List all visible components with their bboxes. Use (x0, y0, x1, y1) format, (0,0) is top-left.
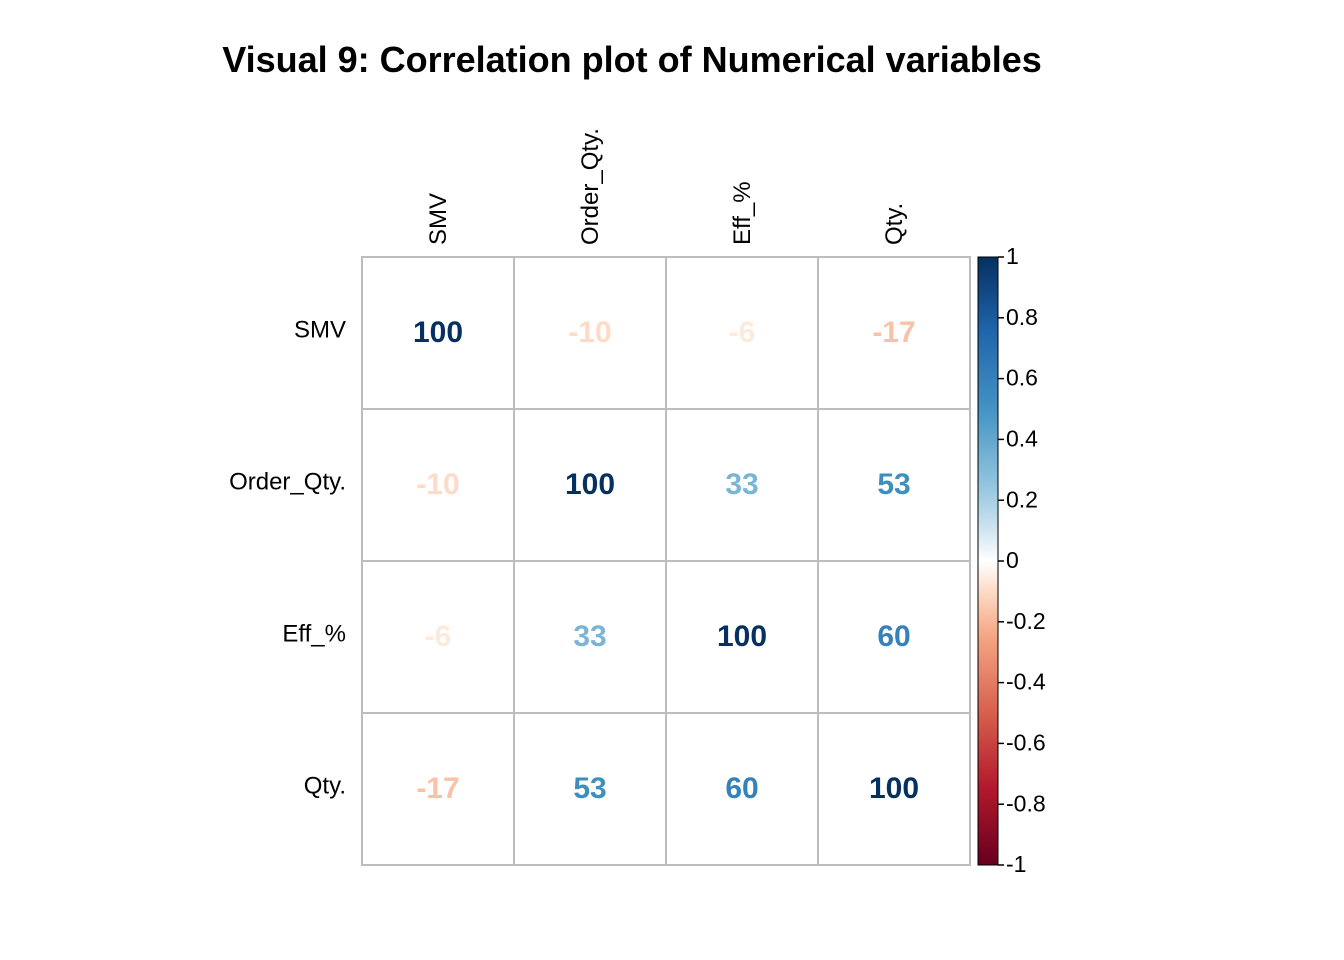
column-label: Order_Qty. (577, 128, 604, 245)
cell-value: -6 (425, 620, 452, 653)
cell-value: 100 (869, 772, 919, 805)
cell-value: -17 (416, 772, 459, 805)
cell-value: 33 (573, 620, 606, 653)
matrix-cell (513, 712, 667, 866)
matrix-cell (361, 408, 515, 562)
matrix-cell (817, 408, 971, 562)
cell-value: 60 (725, 772, 758, 805)
legend-colorbar (977, 256, 999, 866)
matrix-cell (513, 560, 667, 714)
legend-tick-label: 0.8 (1006, 304, 1038, 330)
column-label: SMV (425, 193, 452, 245)
matrix-cell (361, 712, 515, 866)
legend-tick-label: -0.8 (1006, 790, 1046, 816)
matrix-cell (665, 256, 819, 410)
legend-tick-label: 1 (1006, 243, 1019, 269)
cell-value: -10 (568, 316, 611, 349)
row-labels: SMV Order_Qty. Eff_% Qty. (229, 316, 346, 799)
cell-value: -17 (872, 316, 915, 349)
matrix-cell (817, 256, 971, 410)
cell-value: 33 (725, 468, 758, 501)
row-label: Eff_% (282, 620, 346, 647)
cell-value: 60 (877, 620, 910, 653)
column-labels: SMV Order_Qty. Eff_% Qty. (425, 128, 908, 245)
legend-tick-label: -0.6 (1006, 729, 1046, 755)
cell-value: -10 (416, 468, 459, 501)
cell-value: 100 (565, 468, 615, 501)
legend-tick-label: -1 (1006, 851, 1026, 877)
row-label: SMV (294, 316, 346, 343)
column-label: Qty. (881, 203, 908, 245)
chart-title: Visual 9: Correlation plot of Numerical … (222, 39, 1042, 80)
matrix-cell (361, 256, 515, 410)
cell-value: 53 (877, 468, 910, 501)
color-legend: 1 0.8 0.6 0.4 0.2 0 -0.2 -0.4 -0.6 -0.8 -1 (977, 243, 1046, 877)
correlation-matrix: 100 -10 -6 -17 -10 100 33 53 -6 33 100 60 -17 53 60 100 (361, 256, 971, 866)
cell-value: 100 (413, 316, 463, 349)
legend-tick-label: 0.2 (1006, 486, 1038, 512)
cell-value: 53 (573, 772, 606, 805)
column-label: Eff_% (729, 181, 756, 245)
matrix-cell (817, 560, 971, 714)
cell-value: -6 (729, 316, 756, 349)
legend-tick-label: 0.4 (1006, 425, 1038, 451)
legend-tick-label: 0.6 (1006, 365, 1038, 391)
legend-tick-label: -0.4 (1006, 669, 1046, 695)
matrix-cell (817, 712, 971, 866)
row-label: Order_Qty. (229, 468, 346, 495)
cell-value: 100 (717, 620, 767, 653)
matrix-cell (513, 408, 667, 562)
matrix-cell (513, 256, 667, 410)
legend-tick-label: 0 (1006, 547, 1019, 573)
row-label: Qty. (304, 772, 346, 799)
legend-tick-label: -0.2 (1006, 608, 1046, 634)
